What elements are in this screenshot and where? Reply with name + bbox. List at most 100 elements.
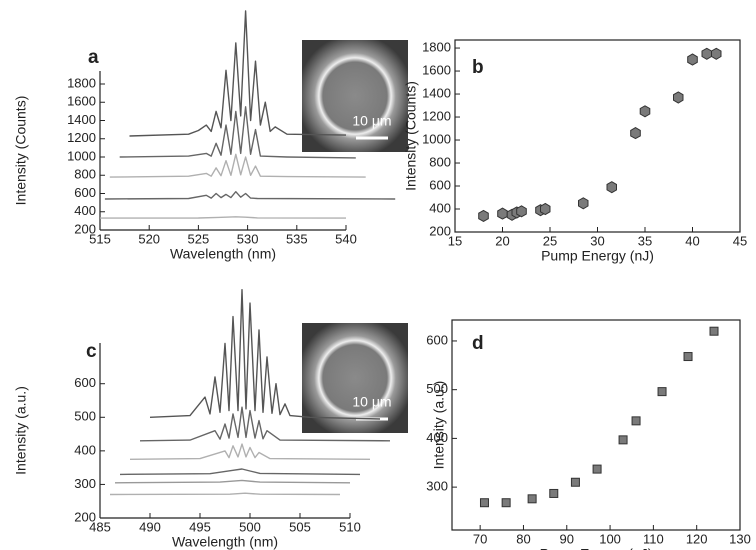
inset-image: [302, 40, 408, 152]
y-tick-label: 400: [429, 200, 451, 215]
y-tick-label: 1200: [67, 130, 96, 145]
y-tick-label: 1200: [422, 108, 451, 123]
x-tick-label: 25: [543, 233, 557, 248]
y-tick-label: 600: [429, 177, 451, 192]
marker: [701, 47, 712, 60]
marker: [478, 209, 489, 222]
x-tick-label: 90: [560, 531, 574, 546]
x-tick-label: 535: [286, 231, 308, 246]
y-tick-label: 1400: [422, 85, 451, 100]
y-tick-label: 300: [426, 479, 448, 494]
marker: [501, 498, 511, 508]
marker: [657, 387, 667, 397]
x-tick-label: 490: [139, 519, 161, 534]
x-axis-label: Wavelength (nm): [170, 246, 276, 262]
x-axis-label: Wavelength (nm): [172, 534, 278, 550]
x-tick-label: 100: [599, 531, 621, 546]
y-tick-label: 800: [429, 154, 451, 169]
x-tick-label: 35: [638, 233, 652, 248]
panel-label: c: [86, 341, 97, 362]
x-tick-label: 495: [189, 519, 211, 534]
spectrum: [109, 153, 366, 178]
x-tick-label: 500: [239, 519, 261, 534]
y-tick-label: 200: [74, 221, 96, 236]
x-tick-label: 40: [685, 233, 699, 248]
x-tick-label: 130: [729, 531, 751, 546]
y-tick-label: 600: [74, 185, 96, 200]
marker: [673, 91, 684, 104]
y-tick-label: 1800: [422, 39, 451, 54]
marker: [606, 181, 617, 194]
y-axis-label: Intensity (Counts): [403, 81, 419, 191]
x-tick-label: 45: [733, 233, 747, 248]
x-tick-label: 30: [590, 233, 604, 248]
x-tick-label: 515: [89, 231, 111, 246]
plot-frame: [451, 319, 741, 531]
marker: [540, 202, 551, 216]
spectrum: [119, 106, 356, 159]
x-tick-label: 120: [686, 531, 708, 546]
x-tick-label: 530: [237, 231, 259, 246]
spectrum: [129, 10, 347, 137]
spectrum: [114, 479, 351, 484]
inset-label: 10 μm: [352, 394, 391, 410]
marker: [630, 127, 641, 140]
panel-label: b: [472, 57, 484, 78]
spectrum: [99, 216, 347, 219]
y-tick-label: 1800: [67, 75, 96, 90]
x-tick-label: 510: [339, 519, 361, 534]
panel-label: a: [88, 47, 99, 68]
panel-label: d: [472, 333, 484, 354]
marker: [631, 416, 641, 426]
y-tick-label: 400: [74, 442, 96, 457]
x-axis-label: Pump Energy (nJ): [540, 546, 653, 550]
y-tick-label: 1400: [67, 112, 96, 127]
marker: [683, 352, 693, 362]
y-axis-label: Intensity (Counts): [13, 96, 29, 206]
y-tick-label: 500: [426, 381, 448, 396]
marker: [578, 197, 589, 210]
marker: [687, 53, 698, 66]
marker: [709, 326, 719, 336]
x-tick-label: 110: [643, 531, 664, 546]
x-tick-label: 80: [516, 531, 530, 546]
spectrum: [119, 468, 361, 476]
y-tick-label: 800: [74, 167, 96, 182]
x-tick-label: 520: [138, 231, 160, 246]
y-tick-label: 1000: [422, 131, 451, 146]
y-tick-label: 400: [74, 203, 96, 218]
x-tick-label: 540: [335, 231, 357, 246]
y-tick-label: 400: [426, 430, 448, 445]
spectrum: [139, 406, 391, 442]
y-axis-label: Intensity (a.u.): [431, 381, 447, 470]
marker: [592, 464, 602, 474]
y-tick-label: 600: [74, 375, 96, 390]
y-tick-label: 300: [74, 476, 96, 491]
spectrum: [104, 191, 396, 200]
y-axis-label: Intensity (a.u.): [13, 386, 29, 475]
y-tick-label: 600: [426, 332, 448, 347]
marker: [479, 498, 489, 508]
y-tick-label: 1600: [67, 94, 96, 109]
x-tick-label: 15: [448, 233, 462, 248]
y-tick-label: 1600: [422, 62, 451, 77]
x-tick-label: 505: [289, 519, 311, 534]
x-tick-label: 485: [89, 519, 111, 534]
y-tick-label: 200: [74, 509, 96, 524]
marker: [527, 494, 537, 504]
spectrum: [129, 443, 371, 460]
y-tick-label: 500: [74, 409, 96, 424]
x-tick-label: 20: [495, 233, 509, 248]
inset-label: 10 μm: [352, 113, 391, 129]
marker: [497, 207, 508, 220]
x-axis-label: Pump Energy (nJ): [541, 248, 654, 264]
x-tick-label: 70: [473, 531, 487, 546]
marker: [711, 47, 722, 60]
plot-frame: [454, 39, 741, 233]
marker: [618, 435, 628, 445]
marker: [570, 477, 580, 487]
y-tick-label: 200: [429, 223, 451, 238]
x-tick-label: 525: [188, 231, 210, 246]
